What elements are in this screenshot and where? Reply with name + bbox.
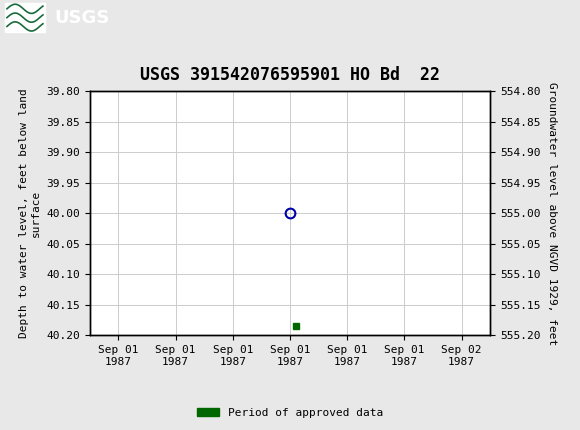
Title: USGS 391542076595901 HO Bd  22: USGS 391542076595901 HO Bd 22 (140, 66, 440, 84)
FancyBboxPatch shape (5, 3, 45, 32)
Legend: Period of approved data: Period of approved data (193, 403, 387, 422)
Y-axis label: Depth to water level, feet below land
surface: Depth to water level, feet below land su… (19, 89, 41, 338)
Text: USGS: USGS (54, 9, 109, 27)
Y-axis label: Groundwater level above NGVD 1929, feet: Groundwater level above NGVD 1929, feet (547, 82, 557, 345)
